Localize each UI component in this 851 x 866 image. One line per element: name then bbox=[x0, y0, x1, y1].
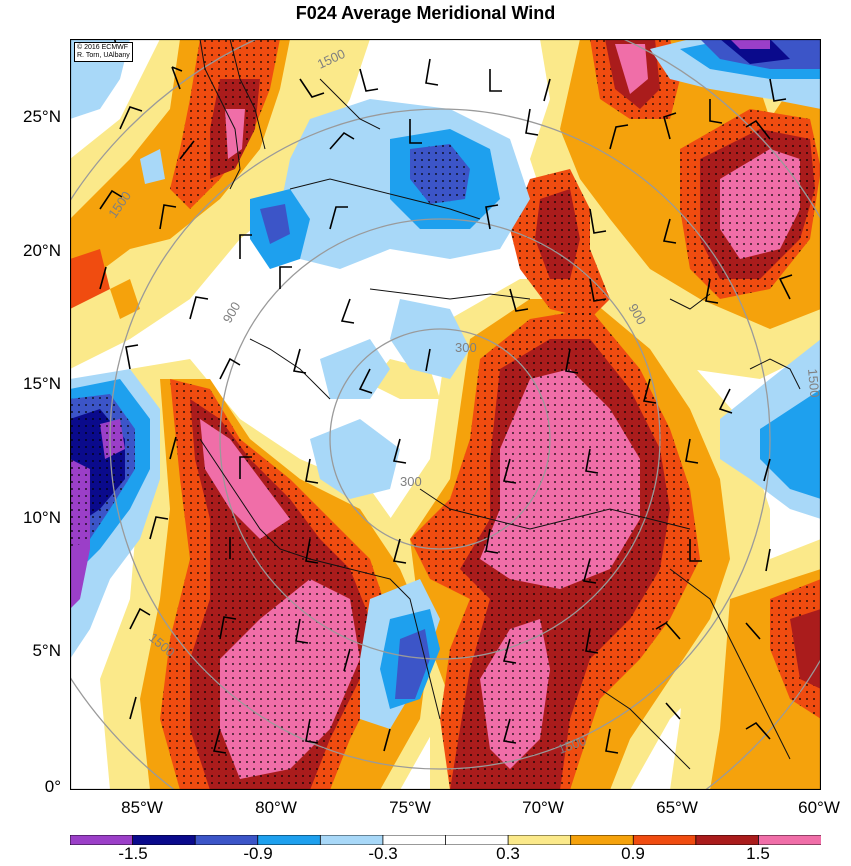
lon-label: 70°W bbox=[522, 798, 564, 817]
colorbar-label: 0.9 bbox=[621, 844, 645, 863]
contour-label: 1500 bbox=[805, 368, 821, 398]
coastlines bbox=[199, 39, 801, 770]
lat-label: 20°N bbox=[23, 241, 61, 260]
colorbar-label: 1.5 bbox=[746, 844, 770, 863]
colorbar-swatch bbox=[758, 835, 821, 845]
lon-label: 75°W bbox=[389, 798, 431, 817]
lat-label: 5°N bbox=[32, 641, 61, 660]
map-title: F024 Average Meridional Wind bbox=[295, 3, 556, 23]
colorbar-label: -1.5 bbox=[118, 844, 148, 863]
wind-shading-pink bbox=[200, 44, 800, 779]
lat-label: 15°N bbox=[23, 374, 61, 393]
credit-line: © 2016 ECMWF bbox=[77, 44, 129, 51]
lon-label: 65°W bbox=[656, 798, 698, 817]
credit-line: R. Torn, UAlbany bbox=[77, 52, 130, 59]
lat-label: 25°N bbox=[23, 107, 61, 126]
range-rings bbox=[70, 39, 821, 790]
credit-box: © 2016 ECMWF R. Torn, UAlbany bbox=[74, 42, 133, 62]
colorbar-label: 0.3 bbox=[496, 844, 520, 863]
lon-label: 60°W bbox=[798, 798, 840, 817]
wind-shading-darkblue bbox=[70, 39, 821, 699]
lon-label: 80°W bbox=[255, 798, 297, 817]
colorbar-label: -0.3 bbox=[368, 844, 398, 863]
lat-label: 10°N bbox=[23, 508, 61, 527]
contour-labels: 300 300 900 900 1500 1500 1500 1500 1500 bbox=[105, 46, 821, 757]
contour-label: 300 bbox=[455, 340, 477, 355]
contour-label: 300 bbox=[400, 474, 422, 489]
colorbar bbox=[70, 835, 821, 845]
meridional-wind-map: 300 300 900 900 1500 1500 1500 1500 1500 bbox=[70, 39, 821, 790]
map-frame bbox=[70, 39, 821, 790]
colorbar-label: -0.9 bbox=[243, 844, 273, 863]
lon-label: 85°W bbox=[121, 798, 163, 817]
lat-label: 0° bbox=[44, 777, 61, 796]
